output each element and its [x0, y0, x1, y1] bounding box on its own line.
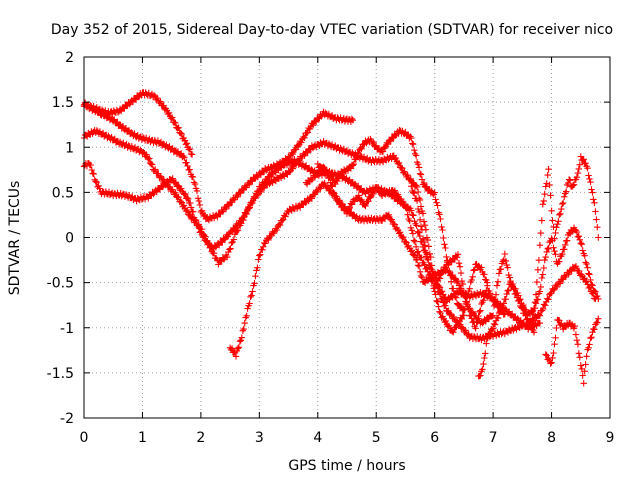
plot-frame	[83, 56, 611, 419]
series-markers	[542, 315, 602, 387]
x-tick-label: 8	[547, 430, 556, 446]
series-track-10	[542, 315, 602, 387]
x-tick-label: 1	[138, 430, 147, 446]
chart-title: Day 352 of 2015, Sidereal Day-to-day VTE…	[51, 22, 613, 38]
series-markers	[80, 138, 599, 344]
x-tick-label: 5	[372, 430, 381, 446]
x-tick-label: 3	[255, 430, 264, 446]
series-markers	[314, 127, 468, 314]
data-marks	[80, 89, 602, 387]
y-tick-label: 2	[65, 50, 74, 66]
y-tick-label: -0.5	[47, 276, 74, 292]
series-track-7	[314, 127, 468, 314]
y-tick-label: 0.5	[52, 185, 74, 201]
y-tick-label: -1	[60, 321, 74, 337]
y-tick-label: 0	[65, 231, 74, 247]
x-axis-label: GPS time / hours	[288, 458, 405, 474]
x-tick-label: 2	[196, 430, 205, 446]
series-markers	[475, 224, 602, 380]
y-tick-label: 1.5	[52, 95, 74, 111]
grid	[84, 57, 610, 418]
series-track-9	[475, 224, 602, 380]
x-tick-label: 6	[430, 430, 439, 446]
series-track-3	[80, 127, 544, 333]
series-track-6	[302, 163, 508, 332]
x-tick-label: 0	[80, 430, 89, 446]
y-tick-label: -2	[60, 411, 74, 427]
series-track-2	[80, 100, 356, 224]
y-tick-label: -1.5	[47, 366, 74, 382]
series-track-4	[80, 138, 599, 344]
series-markers	[408, 183, 491, 336]
y-axis-label: SDTVAR / TECUs	[7, 181, 23, 296]
axis-ticks: 0 1 2 3 4 5 6 7 8 9 -2 -1.5 -1 -0.5 0 0.5 1 1.5 2	[47, 50, 615, 446]
series-markers	[530, 153, 602, 318]
x-tick-label: 7	[489, 430, 498, 446]
series-markers	[302, 163, 508, 332]
series-track-11	[530, 153, 602, 318]
series-markers	[80, 100, 356, 224]
series-markers	[80, 127, 544, 333]
x-tick-label: 4	[313, 430, 322, 446]
x-tick-label: 9	[606, 430, 615, 446]
series-track-8	[408, 183, 491, 336]
y-tick-label: 1	[65, 140, 74, 156]
